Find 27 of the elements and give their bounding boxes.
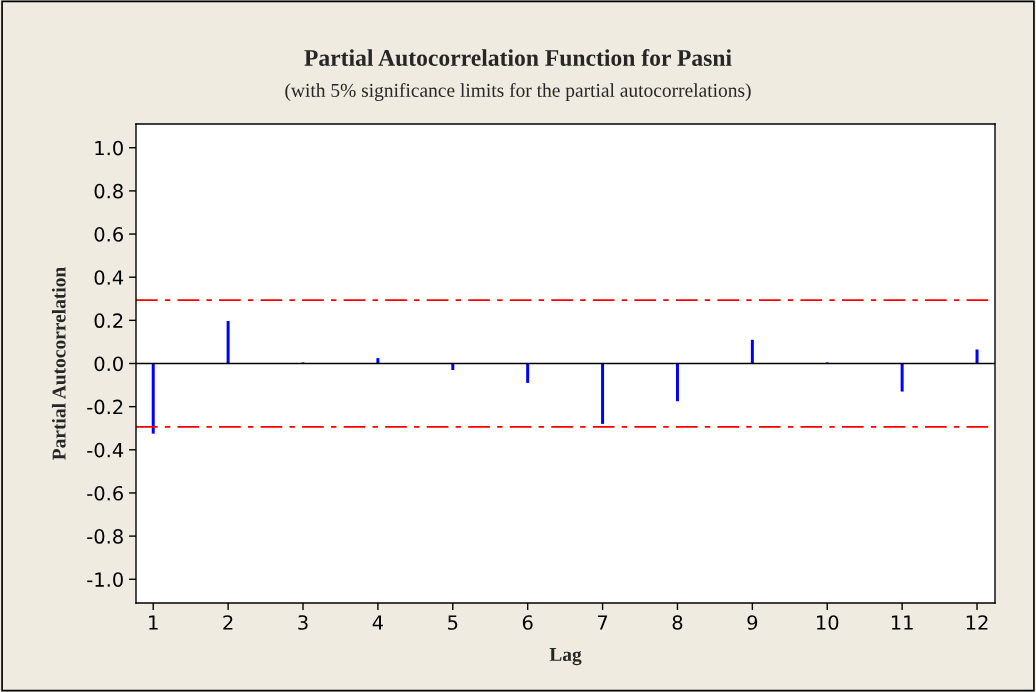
x-tick-label: 9 <box>747 615 758 630</box>
x-tick-label: 1 <box>149 615 158 630</box>
x-tick-label: 2 <box>223 615 233 630</box>
y-tick-label: 0.2 <box>94 313 123 329</box>
y-tick-label: 0.8 <box>94 183 123 199</box>
x-tick-label: 3 <box>298 615 308 630</box>
chart-title: Partial Autocorrelation Function for Pasni <box>304 49 732 66</box>
y-tick-label: -0.2 <box>87 399 123 415</box>
y-axis-title: Partial Autocorrelation <box>51 267 66 460</box>
x-tick-label: 12 <box>966 615 988 630</box>
x-axis-title: Lag <box>549 648 582 666</box>
y-tick-label: -0.4 <box>87 442 124 458</box>
x-tick-label: 11 <box>891 615 913 630</box>
y-tick-label: 0.4 <box>94 270 124 285</box>
chart-subtitle: (with 5% significance limits for the partial autocorrelations) <box>285 83 751 101</box>
x-tick-label: 4 <box>372 615 383 630</box>
y-tick-label: 0.6 <box>94 227 123 242</box>
x-tick-label: 7 <box>597 615 608 630</box>
x-tick-label: 5 <box>448 615 458 630</box>
y-tick-label: -0.6 <box>87 485 123 501</box>
y-tick-label: -1.0 <box>87 572 123 587</box>
x-tick-label: 8 <box>672 615 683 630</box>
x-tick-label: 6 <box>522 615 533 630</box>
x-tick-label: 10 <box>817 615 839 630</box>
y-tick-label: -0.8 <box>87 529 123 544</box>
y-tick-label: 1.0 <box>95 140 123 156</box>
y-tick-label: 0.0 <box>94 356 123 372</box>
